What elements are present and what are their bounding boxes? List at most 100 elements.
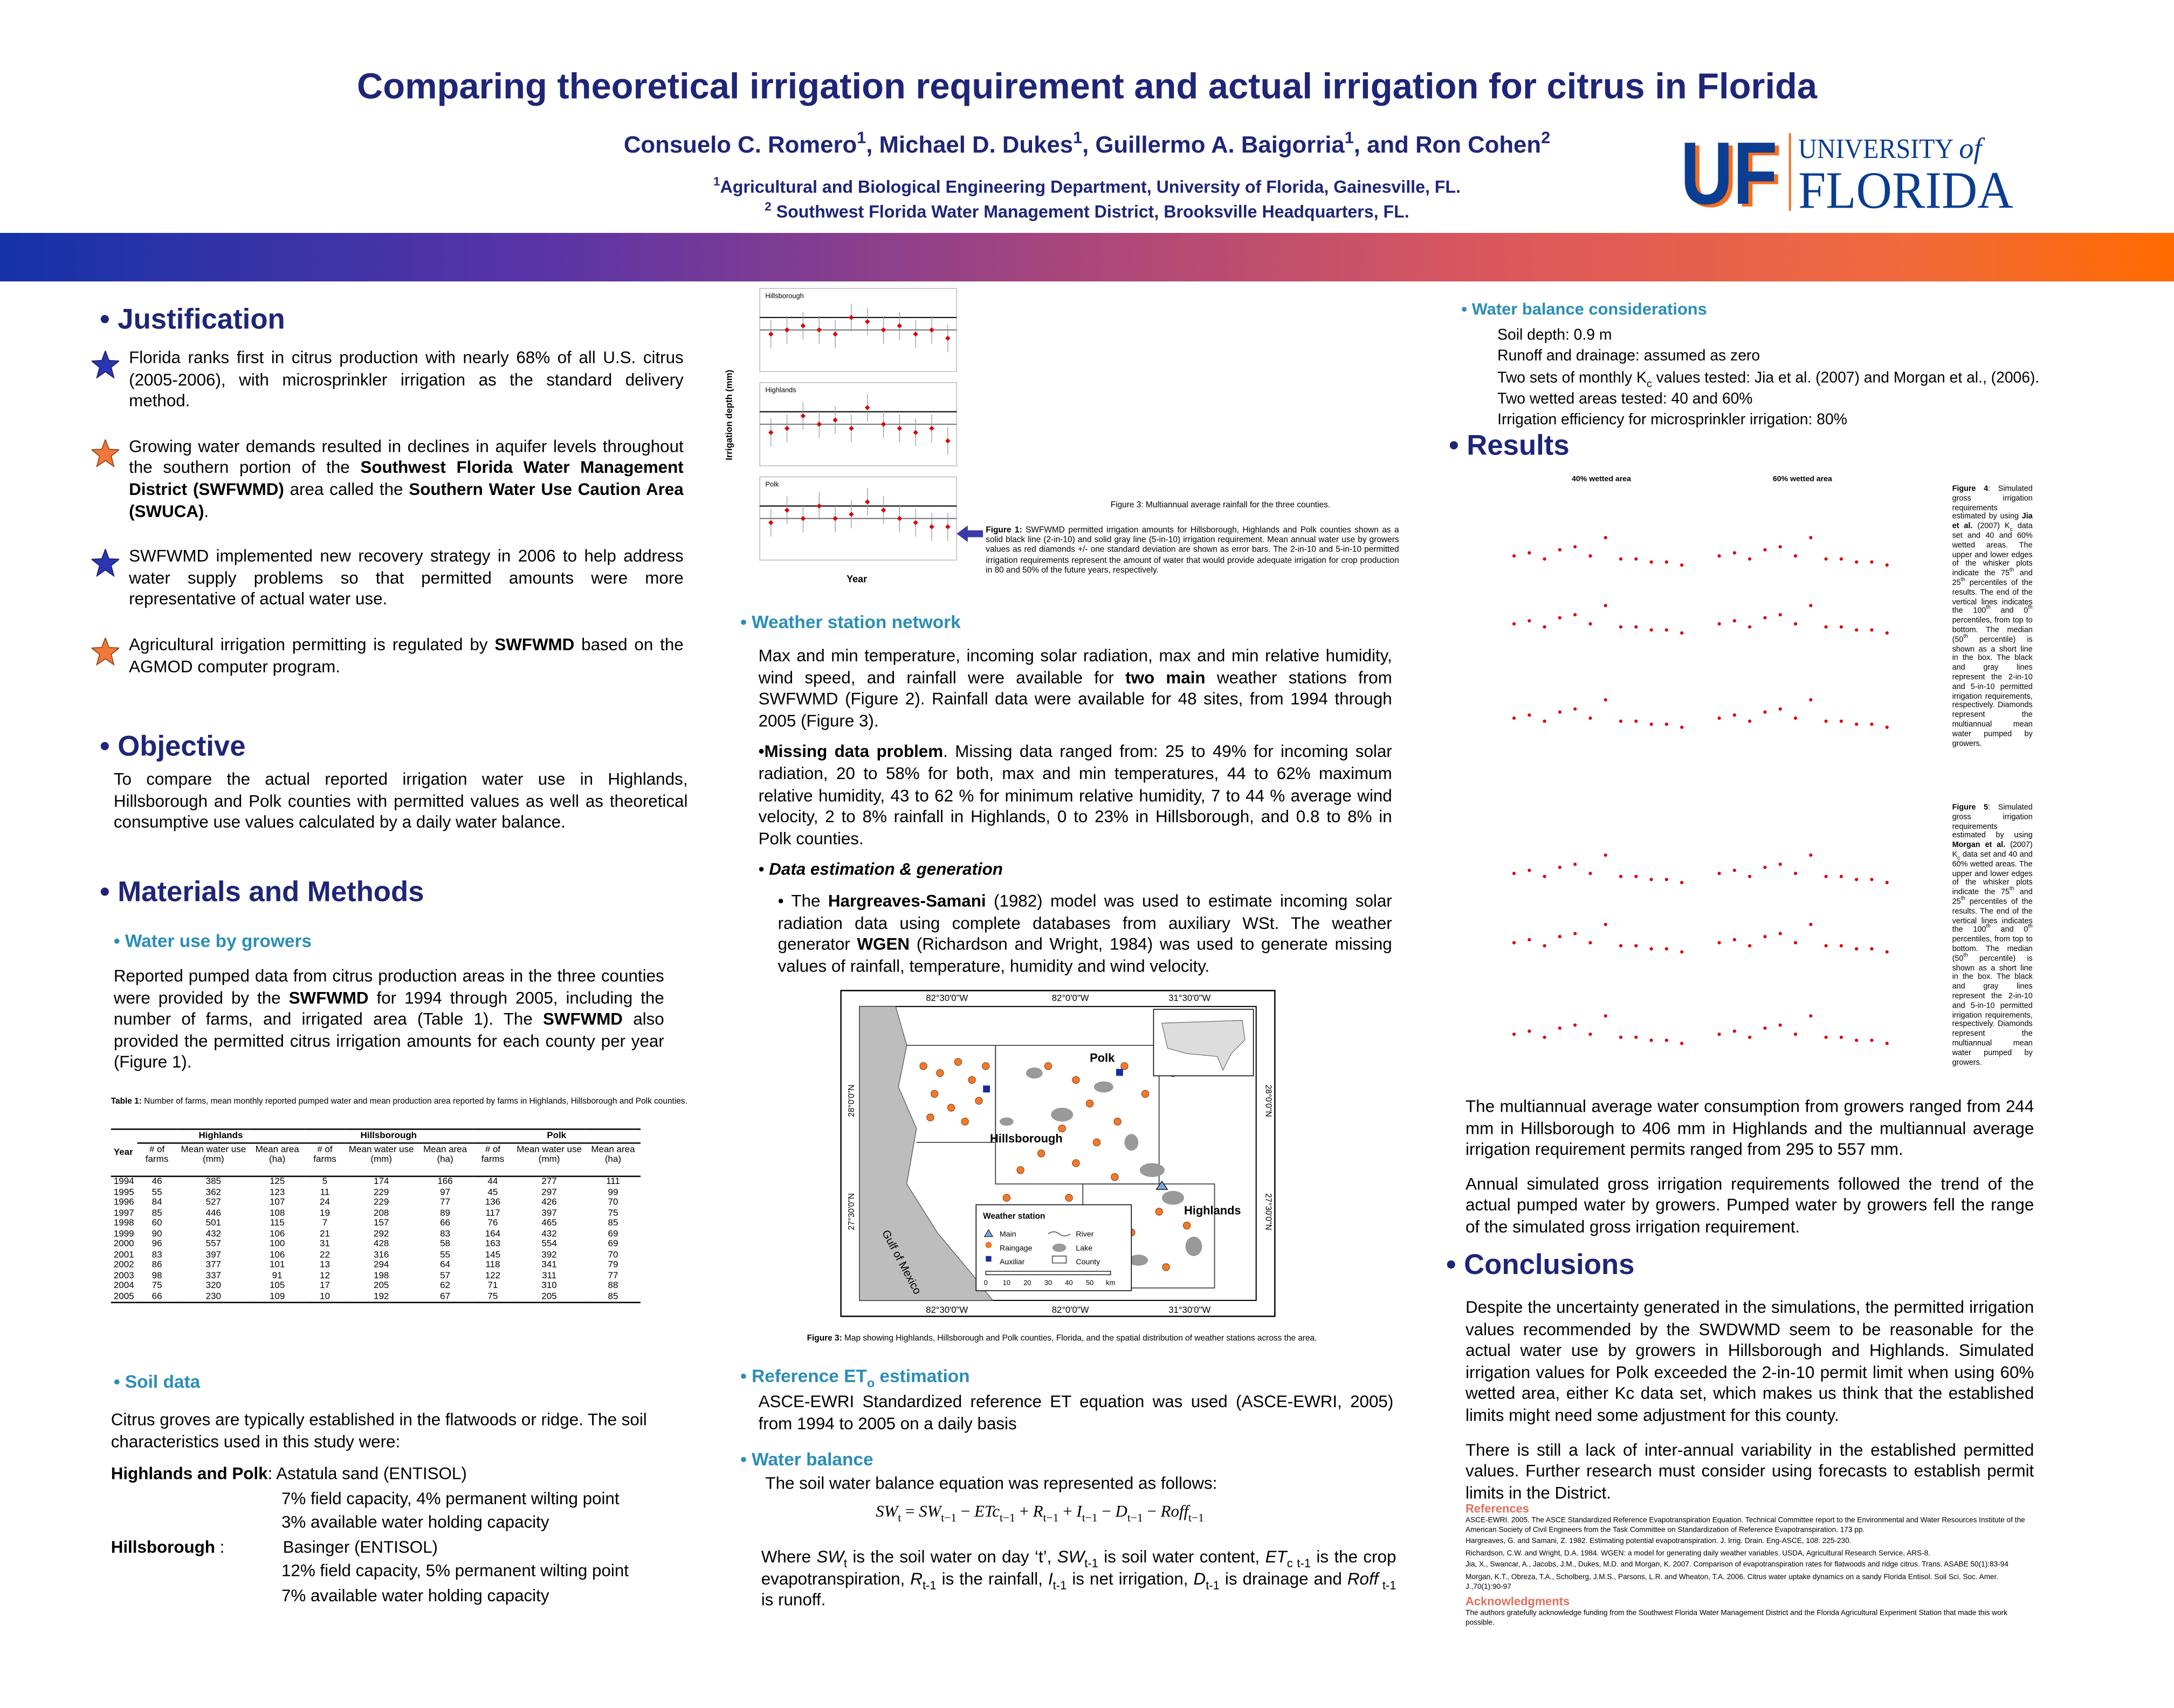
logo-of: of: [1959, 132, 1985, 164]
text-run: (1982) model was used to estimate incomi…: [778, 891, 1392, 954]
title: Comparing theoretical irrigation require…: [356, 65, 1818, 107]
section-heading: Objective: [100, 731, 245, 764]
raingage: [1072, 1159, 1080, 1167]
text-run: .: [204, 501, 209, 521]
dot: [1717, 941, 1721, 945]
text-run: th: [1963, 632, 1968, 639]
table-cell: 362: [205, 1187, 221, 1197]
text-run: th: [1960, 894, 1966, 901]
diamond: [864, 319, 870, 325]
dot: [1664, 878, 1668, 881]
table-cell: 397: [205, 1250, 221, 1260]
table-cell: 316: [374, 1250, 389, 1260]
text-run: t-1: [1206, 1578, 1220, 1592]
text-run: percentiles, from top to bottom. The med…: [1952, 617, 2033, 645]
dot: [1763, 935, 1767, 939]
raingage: [975, 1097, 983, 1105]
table-cell: 1996: [113, 1197, 134, 1208]
dot: [1604, 922, 1607, 926]
text-run: c t-1: [1286, 1556, 1311, 1570]
table-cell: 341: [541, 1260, 557, 1270]
consideration: Soil depth: 0.9 m: [1497, 326, 2052, 347]
figure-caption: Figure 5: Simulated gross irrigation req…: [1952, 804, 2033, 1068]
lake: [1093, 1081, 1113, 1093]
item: Agricultural irrigation permitting is re…: [91, 635, 684, 678]
table-row: 2002 86 377 101 13 294 64 118 341 79: [111, 1260, 641, 1270]
table-cell: 101: [269, 1260, 285, 1270]
table-cell: 75: [608, 1208, 618, 1218]
table-cell: 432: [205, 1229, 221, 1239]
diamond: [880, 507, 886, 513]
justification-list: Florida ranks first in citrus production…: [91, 348, 684, 701]
diamond: [880, 422, 886, 427]
dot: [1763, 548, 1767, 552]
figure-caption: Figure 3: Map showing Highlands, Hillsbo…: [807, 1335, 1317, 1345]
aux-station: [1116, 1069, 1123, 1076]
figure-2-map: 82°30'0"W 82°30'0"W 82°0'0"W 82°0'0"W 31°30'…: [840, 990, 1276, 1317]
diamond: [849, 425, 854, 431]
paragraph: Agricultural irrigation permitting is re…: [129, 635, 684, 678]
table-row: 1997 85 446 108 19 208 89 117 397 75: [111, 1208, 641, 1218]
dot: [1528, 619, 1531, 623]
soil-text: 12% field capacity, 5% permanent wilting…: [281, 1561, 629, 1581]
dot: [1778, 932, 1782, 935]
lat-label: 28°0'0"N: [847, 1085, 856, 1117]
subsection-heading: Water balance considerations: [1461, 299, 1707, 319]
table-cell: 2003: [113, 1270, 134, 1280]
table-cell: 109: [250, 1291, 305, 1304]
table-cell: 85: [152, 1208, 162, 1218]
dot: [1824, 944, 1828, 948]
dot: [1839, 719, 1843, 723]
table-cell: 292: [374, 1229, 389, 1239]
dot: [1573, 932, 1577, 935]
diamond: [816, 327, 822, 333]
dot: [1732, 869, 1736, 872]
lake: [1124, 1134, 1139, 1151]
dot: [1855, 947, 1859, 951]
raingage: [947, 1104, 955, 1112]
diamond: [849, 315, 854, 320]
text-run: R: [910, 1568, 923, 1588]
table-cell: 198: [374, 1270, 389, 1280]
authors: Consuelo C. Romero1, Michael D. Dukes1, …: [0, 129, 2174, 159]
text-run: 1: [1344, 128, 1354, 148]
scale-label: 50: [1086, 1279, 1093, 1287]
diamond: [864, 499, 870, 505]
table-cell: 557: [205, 1239, 221, 1249]
lon-label: 31°30'0"W: [1168, 993, 1210, 1003]
table-cell: 96: [152, 1239, 162, 1249]
text-run: Data estimation & generation: [769, 860, 1003, 880]
table-cell: 79: [608, 1260, 618, 1270]
text-run: , Guillermo A. Baigorria: [1082, 132, 1345, 159]
legend-label: Main: [1000, 1230, 1016, 1238]
table-row: 2004 75 320 105 17 205 62 71 310 88: [111, 1281, 641, 1291]
table-cell: 106: [269, 1250, 285, 1260]
diamond: [768, 331, 774, 337]
text-run: Southwest Florida Water Management Distr…: [771, 202, 1409, 222]
text-run: Two wetted areas tested: 40 and 60%: [1497, 390, 1753, 408]
dot: [1839, 625, 1843, 629]
soil-text: 7% available water holding capacity: [281, 1586, 549, 1606]
text-run: Figure 5: [1952, 804, 1989, 812]
table-cell: 83: [152, 1250, 162, 1260]
text-run: , and Ron Cohen: [1353, 132, 1542, 159]
diamond: [945, 524, 951, 529]
text-run: Soil depth: 0.9 m: [1497, 327, 1612, 344]
text-run: percentiles, from top to bottom. The med…: [1952, 936, 2033, 963]
table-cell: 13: [320, 1260, 330, 1270]
dot: [1885, 725, 1889, 729]
text-run: and 25: [1952, 570, 2033, 588]
dot: [1763, 616, 1767, 619]
scale-label: 20: [1023, 1279, 1031, 1287]
text-run: =: [901, 1501, 919, 1521]
table-cell: 100: [269, 1239, 285, 1249]
diamond: [945, 438, 951, 444]
text-run: −: [957, 1501, 975, 1521]
lon-label: 82°30'0"W: [926, 1305, 968, 1315]
dot: [1680, 725, 1684, 729]
raingage: [1120, 1062, 1129, 1070]
diamond: [913, 520, 918, 526]
table-cell: 57: [440, 1270, 450, 1280]
dot: [1717, 871, 1721, 876]
